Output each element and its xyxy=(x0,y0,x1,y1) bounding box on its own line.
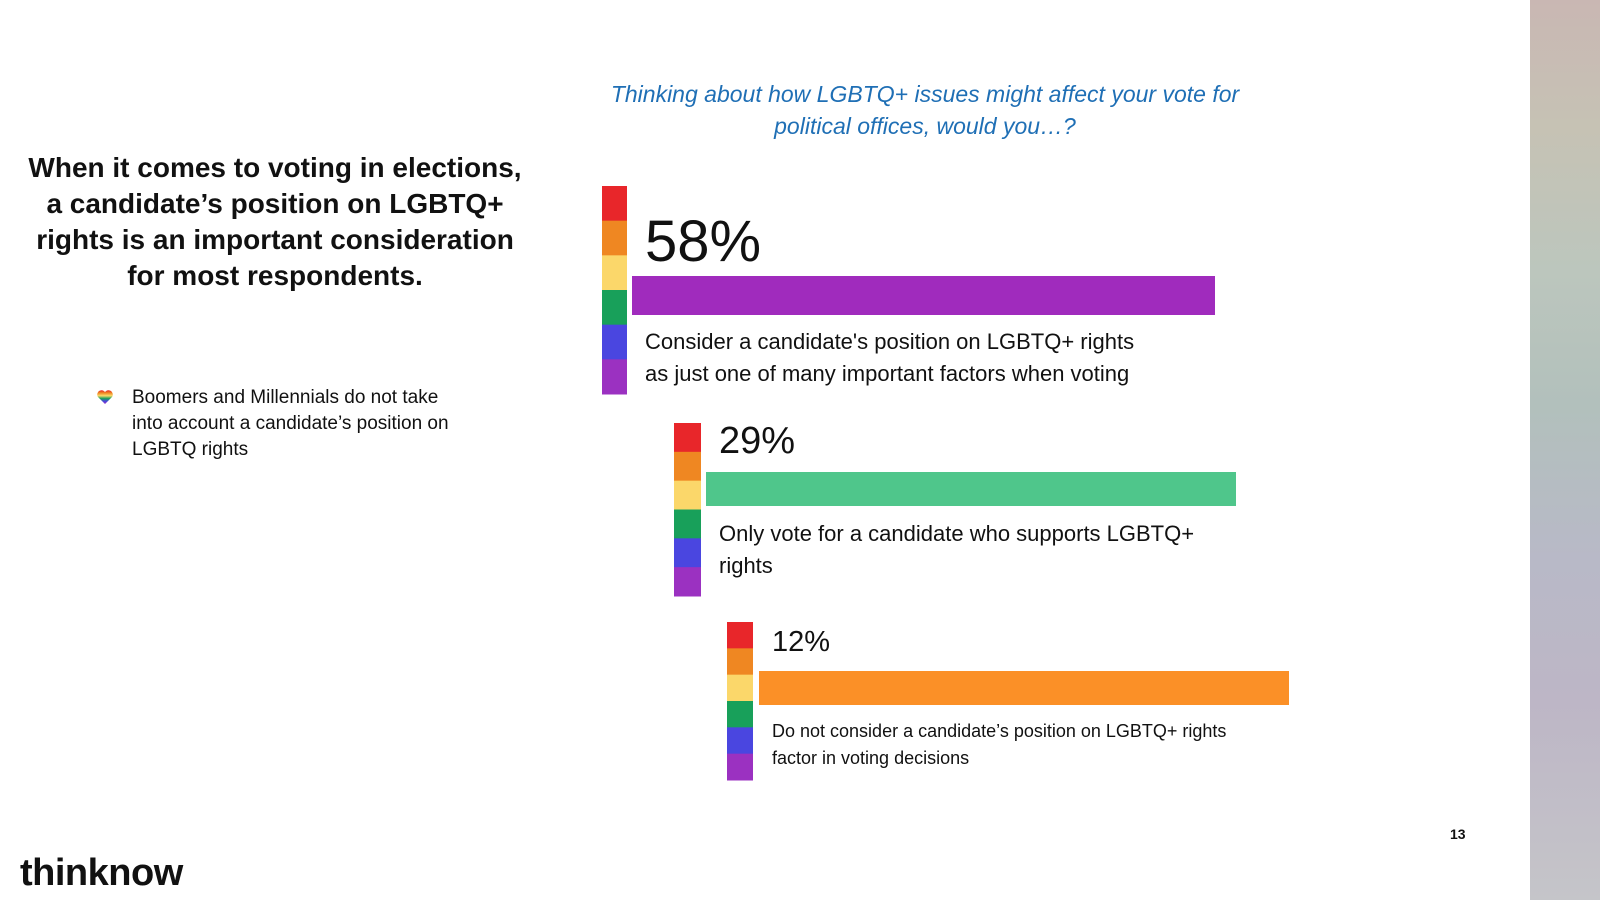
rainbow-strip-segment xyxy=(674,538,701,568)
value-label: 58% xyxy=(645,209,761,274)
rainbow-strip-segment xyxy=(602,290,627,326)
page-number: 13 xyxy=(1450,826,1466,842)
rainbow-strip-segment xyxy=(602,359,627,395)
rainbow-strip-segment xyxy=(602,255,627,291)
rainbow-strip-segment xyxy=(674,423,701,453)
bullet-text: Boomers and Millennials do not take into… xyxy=(132,387,449,460)
rainbow-strip-segment xyxy=(727,674,753,702)
rainbow-strip-segment xyxy=(727,727,753,755)
rainbow-strip-segment xyxy=(674,480,701,510)
bar xyxy=(632,276,1215,315)
rainbow-strip-segment xyxy=(727,622,753,649)
brand-logo: thinknow xyxy=(20,852,183,894)
rainbow-strip-segment xyxy=(674,509,701,539)
rainbow-strip-segment xyxy=(674,451,701,482)
rainbow-heart-icon xyxy=(97,390,113,404)
bar xyxy=(759,671,1289,705)
bullet-point: Boomers and Millennials do not take into… xyxy=(96,385,456,463)
category-label: Consider a candidate's position on LGBTQ… xyxy=(645,329,1134,386)
rainbow-strip-segment xyxy=(602,220,627,256)
rainbow-strip-segment xyxy=(727,648,753,676)
page-headline: When it comes to voting in elections, a … xyxy=(28,152,522,291)
rainbow-strip-segment xyxy=(727,701,753,728)
bar xyxy=(706,472,1236,506)
value-label: 12% xyxy=(772,626,830,658)
rainbow-strip-segment xyxy=(727,753,753,781)
rainbow-strip-segment xyxy=(674,567,701,597)
rainbow-strip-segment xyxy=(602,186,627,222)
rainbow-strip-segment xyxy=(602,324,627,360)
value-label: 29% xyxy=(719,420,795,462)
chart-question: Thinking about how LGBTQ+ issues might a… xyxy=(610,81,1240,139)
category-label: Only vote for a candidate who supports L… xyxy=(719,521,1194,578)
decorative-side-strip xyxy=(1530,0,1600,900)
category-label: Do not consider a candidate’s position o… xyxy=(772,721,1226,768)
